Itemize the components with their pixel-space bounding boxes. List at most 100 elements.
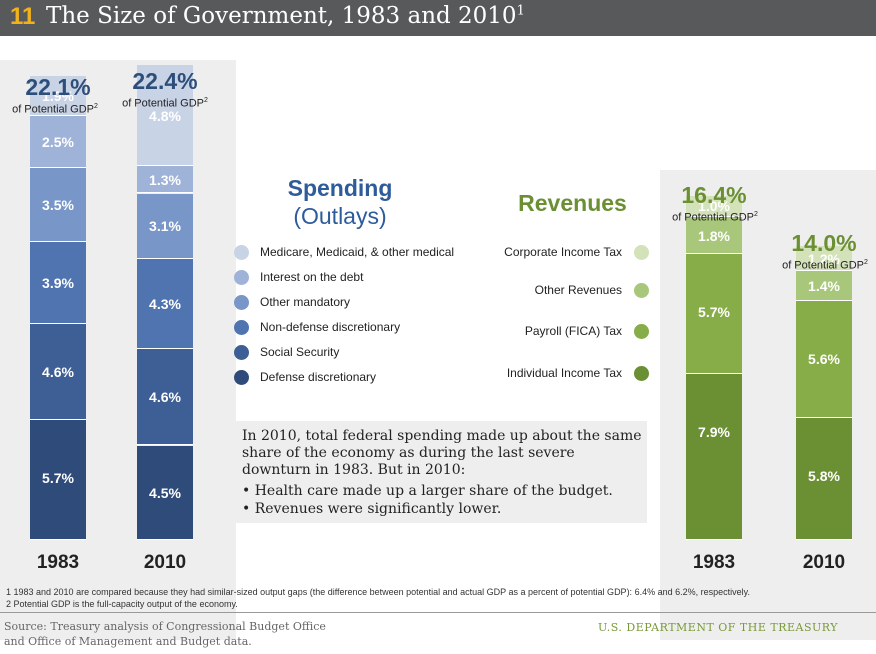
footer-divider <box>0 612 876 613</box>
bar-segment-interest-on-the-debt-2010 <box>137 166 193 194</box>
total-revenue-1983: 16.4% <box>681 182 747 208</box>
bar-label: 3.5% <box>42 197 74 214</box>
bar-segment-non-defense-discretionary-1983 <box>30 241 86 324</box>
department-name: U.S. DEPARTMENT OF THE TREASURY <box>598 621 838 634</box>
legend-swatch <box>634 245 649 260</box>
legend-swatch <box>634 366 649 381</box>
bar-segment-social-security-1983 <box>30 323 86 421</box>
page-title-text: The Size of Government, 1983 and 2010 <box>46 3 517 29</box>
legend-label: Corporate Income Tax <box>504 245 622 259</box>
bar-segment-defense-discretionary-2010 <box>137 445 193 540</box>
legend-label: Interest on the debt <box>260 270 364 284</box>
total-spending-1983: 22.1% <box>25 74 91 100</box>
revenue-2010-subtitle: of Potential GDP2 <box>765 259 876 272</box>
slide-number: 11 <box>10 3 36 30</box>
legend-label: Other mandatory <box>260 295 351 309</box>
subtitle-footnote-mark: 2 <box>94 103 98 110</box>
total-revenue-2010: 14.0% <box>791 230 857 256</box>
bar-segment-payroll-fica-tax-1983 <box>686 254 742 375</box>
bar-segment-payroll-fica-tax-2010 <box>796 300 852 419</box>
bar-label: 1.3% <box>149 171 181 188</box>
bar-segment-other-mandatory-1983 <box>30 168 86 242</box>
subtitle-text: of Potential GDP <box>672 211 755 224</box>
page-title: The Size of Government, 1983 and 20101 <box>46 3 525 29</box>
year-label-2010: 2010 <box>143 552 187 573</box>
total-spending-2010: 22.4% <box>132 68 198 94</box>
bar-segment-defense-discretionary-1983 <box>30 420 86 540</box>
bar-label: 4.6% <box>149 389 181 406</box>
bar-label: 1.8% <box>698 227 730 244</box>
revenues-title: Revenues <box>518 190 627 216</box>
bar-label: 7.9% <box>698 424 730 441</box>
bar-label: 1.9% <box>42 87 74 104</box>
legend-label: Medicare, Medicaid, & other medical <box>260 245 455 259</box>
footnote-1: 1 1983 and 2010 are compared because the… <box>6 587 750 597</box>
header-bar: 11 The Size of Government, 1983 and 2010… <box>0 0 876 36</box>
legend-swatch <box>634 324 649 339</box>
bar-label: 5.8% <box>808 468 840 485</box>
bar-label: 3.9% <box>42 274 74 291</box>
bar-label: 2.5% <box>42 134 74 151</box>
bar-label: 5.7% <box>42 470 74 487</box>
bar-segment-other-revenues-2010 <box>796 271 852 301</box>
bar-label: 1.2% <box>808 250 840 267</box>
source-line-1: Source: Treasury analysis of Congression… <box>4 620 326 633</box>
bar-label: 4.8% <box>149 107 181 124</box>
bar-label: 5.7% <box>698 304 730 321</box>
bar-segment-other-mandatory-2010 <box>137 193 193 259</box>
note-box: In 2010, total federal spending made up … <box>233 421 647 523</box>
bar-segment-medicare-medicaid-other-medical-1983 <box>30 75 86 116</box>
legend-label: Payroll (FICA) Tax <box>524 324 622 338</box>
spending-2010-subtitle: of Potential GDP2 <box>105 97 225 110</box>
revenue-1983-subtitle: of Potential GDP2 <box>655 211 775 224</box>
bar-segment-corporate-income-tax-2010 <box>796 246 852 272</box>
footnote-2: 2 Potential GDP is the full-capacity out… <box>6 599 238 609</box>
source-note: Source: Treasury analysis of Congression… <box>4 619 326 649</box>
bar-label: 5.6% <box>808 350 840 367</box>
legend-label: Other Revenues <box>534 283 622 297</box>
note-bullet-2: • Revenues were significantly lower. <box>242 501 502 517</box>
bar-segment-medicare-medicaid-other-medical-2010 <box>137 65 193 167</box>
legend-swatch <box>234 370 249 385</box>
bar-label: 4.3% <box>149 295 181 312</box>
spending-1983-subtitle: of Potential GDP2 <box>0 103 115 116</box>
subtitle-footnote-mark: 2 <box>864 259 868 266</box>
legend-label: Individual Income Tax <box>506 366 622 380</box>
title-footnote-mark: 1 <box>516 3 525 19</box>
bar-segment-other-revenues-1983 <box>686 216 742 255</box>
legend-label: Social Security <box>260 345 340 359</box>
year-label-1983: 1983 <box>692 552 736 573</box>
note-paragraph: In 2010, total federal spending made up … <box>242 428 642 478</box>
subtitle-text: of Potential GDP <box>12 103 95 116</box>
note-bullet-1: • Health care made up a larger share of … <box>242 483 613 499</box>
source-line-2: and Office of Management and Budget data… <box>4 635 252 648</box>
spending-title-line1: Spending <box>287 175 393 201</box>
spending-title-line2: (Outlays) <box>293 203 387 229</box>
spending-title: Spending (Outlays) <box>265 174 415 230</box>
legend-swatch <box>234 345 249 360</box>
legend-label: Defense discretionary <box>260 370 377 384</box>
bar-segment-interest-on-the-debt-1983 <box>30 115 86 169</box>
bar-segment-social-security-2010 <box>137 348 193 446</box>
year-label-2010: 2010 <box>802 552 846 573</box>
legend-label: Non-defense discretionary <box>260 320 401 334</box>
subtitle-footnote-mark: 2 <box>754 211 758 218</box>
legend-swatch <box>234 245 249 260</box>
bar-segment-individual-income-tax-2010 <box>796 418 852 540</box>
bar-segment-corporate-income-tax-1983 <box>686 195 742 217</box>
subtitle-footnote-mark: 2 <box>204 97 208 104</box>
legend-swatch <box>234 295 249 310</box>
bar-segment-individual-income-tax-1983 <box>686 374 742 540</box>
legend-swatch <box>234 320 249 335</box>
legend-swatch <box>634 283 649 298</box>
bar-label: 4.6% <box>42 364 74 380</box>
year-label-1983: 1983 <box>36 552 80 573</box>
bar-label: 1.4% <box>808 277 840 294</box>
bar-label: 3.1% <box>149 218 181 235</box>
bar-segment-non-defense-discretionary-2010 <box>137 258 193 349</box>
subtitle-text: of Potential GDP <box>782 259 865 272</box>
bar-label: 4.5% <box>149 484 181 501</box>
legend-swatch <box>234 270 249 285</box>
bar-label: 1.0% <box>698 198 730 215</box>
subtitle-text: of Potential GDP <box>122 97 205 110</box>
